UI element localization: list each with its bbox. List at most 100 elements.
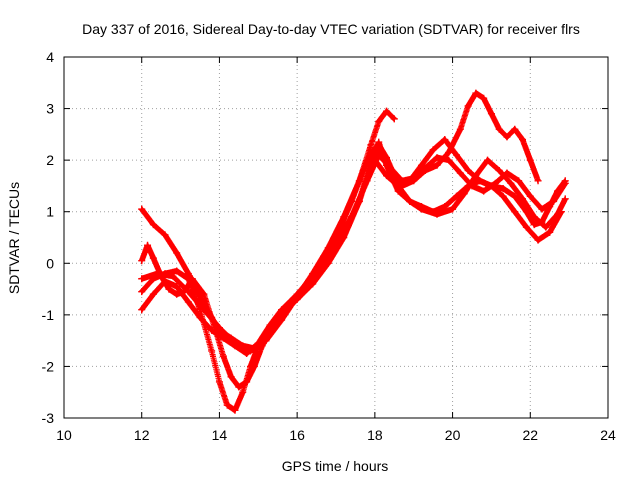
data-point <box>375 143 383 151</box>
data-point <box>138 257 146 265</box>
data-point <box>138 306 146 314</box>
data-point <box>452 151 460 159</box>
data-point <box>511 208 519 216</box>
data-point <box>449 205 457 213</box>
data-point <box>386 164 394 172</box>
data-point <box>227 373 235 381</box>
data-point <box>247 362 255 370</box>
data-point <box>542 223 550 231</box>
data-point <box>258 339 266 347</box>
data-point <box>371 156 379 164</box>
y-tick-label: 0 <box>46 255 54 271</box>
data-point <box>464 166 472 174</box>
data-point <box>375 151 383 159</box>
data-point <box>219 352 227 360</box>
data-point <box>144 241 152 249</box>
data-point <box>138 205 146 213</box>
data-point <box>522 208 530 216</box>
data-point <box>546 228 554 236</box>
data-point <box>495 166 503 174</box>
data-point <box>208 326 216 334</box>
data-point <box>507 179 515 187</box>
data-point <box>561 177 569 185</box>
data-point <box>433 210 441 218</box>
data-point <box>383 107 391 115</box>
x-tick-label: 20 <box>445 427 461 443</box>
data-point <box>480 94 488 102</box>
data-point <box>472 89 480 97</box>
data-point <box>503 133 511 141</box>
data-point <box>445 156 453 164</box>
data-point <box>173 290 181 298</box>
data-point <box>348 213 356 221</box>
data-point <box>553 210 561 218</box>
data-point <box>138 288 146 296</box>
y-tick-label: 3 <box>46 101 54 117</box>
data-point <box>390 115 398 123</box>
data-point <box>484 156 492 164</box>
y-axis-label: SDTVAR / TECUs <box>6 182 22 294</box>
data-point <box>247 347 255 355</box>
data-point <box>487 110 495 118</box>
plot-frame <box>63 56 609 419</box>
data-point <box>324 259 332 267</box>
data-point <box>383 172 391 180</box>
data-point <box>219 334 227 342</box>
data-point <box>538 205 546 213</box>
data-point <box>239 388 247 396</box>
data-point <box>526 192 534 200</box>
data-point <box>200 290 208 298</box>
data-point <box>367 141 375 149</box>
data-point <box>309 280 317 288</box>
data-point <box>278 306 286 314</box>
x-axis-label: GPS time / hours <box>282 458 389 474</box>
data-point <box>499 192 507 200</box>
y-tick-label: -2 <box>42 358 55 374</box>
data-point <box>169 272 177 280</box>
data-point <box>511 192 519 200</box>
data-point <box>561 195 569 203</box>
y-tick-label: 1 <box>46 204 54 220</box>
data-point <box>223 401 231 409</box>
data-point <box>417 205 425 213</box>
data-point <box>184 275 192 283</box>
data-point <box>522 223 530 231</box>
y-tick-label: 4 <box>46 49 54 65</box>
x-tick-label: 16 <box>289 427 305 443</box>
data-point <box>433 154 441 162</box>
data-point <box>441 136 449 144</box>
data-point <box>406 197 414 205</box>
data-point <box>235 383 243 391</box>
x-tick-label: 12 <box>134 427 150 443</box>
x-tick-label: 22 <box>522 427 538 443</box>
y-tick-label: 2 <box>46 152 54 168</box>
data-point <box>495 125 503 133</box>
data-point <box>270 321 278 329</box>
data-point <box>515 177 523 185</box>
data-point <box>196 313 204 321</box>
data-point <box>480 187 488 195</box>
data-point <box>165 285 173 293</box>
data-point <box>153 270 161 278</box>
data-point <box>301 282 309 290</box>
data-point <box>468 182 476 190</box>
data-point <box>173 282 181 290</box>
data-point <box>363 177 371 185</box>
data-point <box>460 190 468 198</box>
series-trace-6 <box>371 136 569 229</box>
data-point <box>476 177 484 185</box>
x-tick-label: 10 <box>56 427 72 443</box>
data-point <box>161 231 169 239</box>
data-point <box>406 177 414 185</box>
data-point <box>530 221 538 229</box>
data-point <box>332 239 340 247</box>
data-point <box>173 267 181 275</box>
data-point <box>429 146 437 154</box>
data-point <box>464 102 472 110</box>
x-tick-label: 24 <box>600 427 616 443</box>
data-point <box>285 303 293 311</box>
data-point <box>519 195 527 203</box>
data-point <box>394 182 402 190</box>
